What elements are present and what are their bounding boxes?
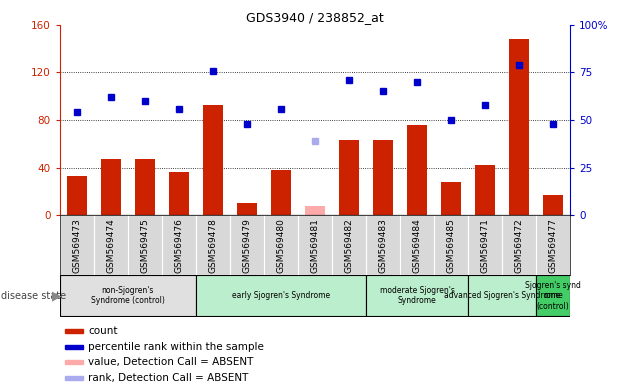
Bar bbox=[101, 159, 121, 215]
Text: GSM569480: GSM569480 bbox=[277, 218, 285, 273]
Text: rank, Detection Call = ABSENT: rank, Detection Call = ABSENT bbox=[88, 373, 248, 383]
Text: GSM569482: GSM569482 bbox=[345, 218, 353, 273]
Bar bbox=[65, 329, 83, 333]
Text: non-Sjogren's
Syndrome (control): non-Sjogren's Syndrome (control) bbox=[91, 286, 165, 305]
Bar bbox=[135, 159, 155, 215]
Text: GSM569472: GSM569472 bbox=[515, 218, 524, 273]
Text: disease state: disease state bbox=[1, 291, 66, 301]
Text: early Sjogren's Syndrome: early Sjogren's Syndrome bbox=[232, 291, 330, 300]
Bar bbox=[65, 360, 83, 364]
Text: GSM569471: GSM569471 bbox=[481, 218, 490, 273]
Text: GSM569477: GSM569477 bbox=[549, 218, 558, 273]
Text: GSM569481: GSM569481 bbox=[311, 218, 319, 273]
Text: advanced Sjogren's Syndrome: advanced Sjogren's Syndrome bbox=[444, 291, 560, 300]
Bar bbox=[543, 195, 563, 215]
Text: ▶: ▶ bbox=[52, 289, 62, 302]
Bar bbox=[475, 165, 495, 215]
Bar bbox=[60, 275, 196, 316]
Text: percentile rank within the sample: percentile rank within the sample bbox=[88, 342, 264, 352]
Text: GSM569476: GSM569476 bbox=[175, 218, 183, 273]
Bar bbox=[468, 275, 536, 316]
Bar bbox=[67, 176, 87, 215]
Bar bbox=[373, 140, 393, 215]
Text: moderate Sjogren's
Syndrome: moderate Sjogren's Syndrome bbox=[380, 286, 454, 305]
Bar bbox=[509, 39, 529, 215]
Bar bbox=[196, 275, 366, 316]
Bar bbox=[271, 170, 291, 215]
Text: GSM569474: GSM569474 bbox=[106, 218, 115, 273]
Bar bbox=[305, 205, 325, 215]
Text: GSM569485: GSM569485 bbox=[447, 218, 455, 273]
Text: count: count bbox=[88, 326, 117, 336]
Title: GDS3940 / 238852_at: GDS3940 / 238852_at bbox=[246, 11, 384, 24]
Bar bbox=[407, 125, 427, 215]
Bar bbox=[339, 140, 359, 215]
Bar bbox=[366, 275, 468, 316]
Bar bbox=[65, 344, 83, 349]
Text: value, Detection Call = ABSENT: value, Detection Call = ABSENT bbox=[88, 358, 253, 367]
Text: GSM569473: GSM569473 bbox=[72, 218, 81, 273]
Text: GSM569475: GSM569475 bbox=[140, 218, 149, 273]
Text: Sjogren's synd
rome
(control): Sjogren's synd rome (control) bbox=[525, 281, 581, 311]
Bar bbox=[441, 182, 461, 215]
Text: GSM569483: GSM569483 bbox=[379, 218, 387, 273]
Bar bbox=[65, 376, 83, 380]
Bar bbox=[203, 104, 223, 215]
Bar bbox=[169, 172, 189, 215]
Text: GSM569479: GSM569479 bbox=[243, 218, 251, 273]
Bar bbox=[237, 203, 257, 215]
Bar bbox=[536, 275, 570, 316]
Text: GSM569484: GSM569484 bbox=[413, 218, 421, 273]
Text: GSM569478: GSM569478 bbox=[209, 218, 217, 273]
